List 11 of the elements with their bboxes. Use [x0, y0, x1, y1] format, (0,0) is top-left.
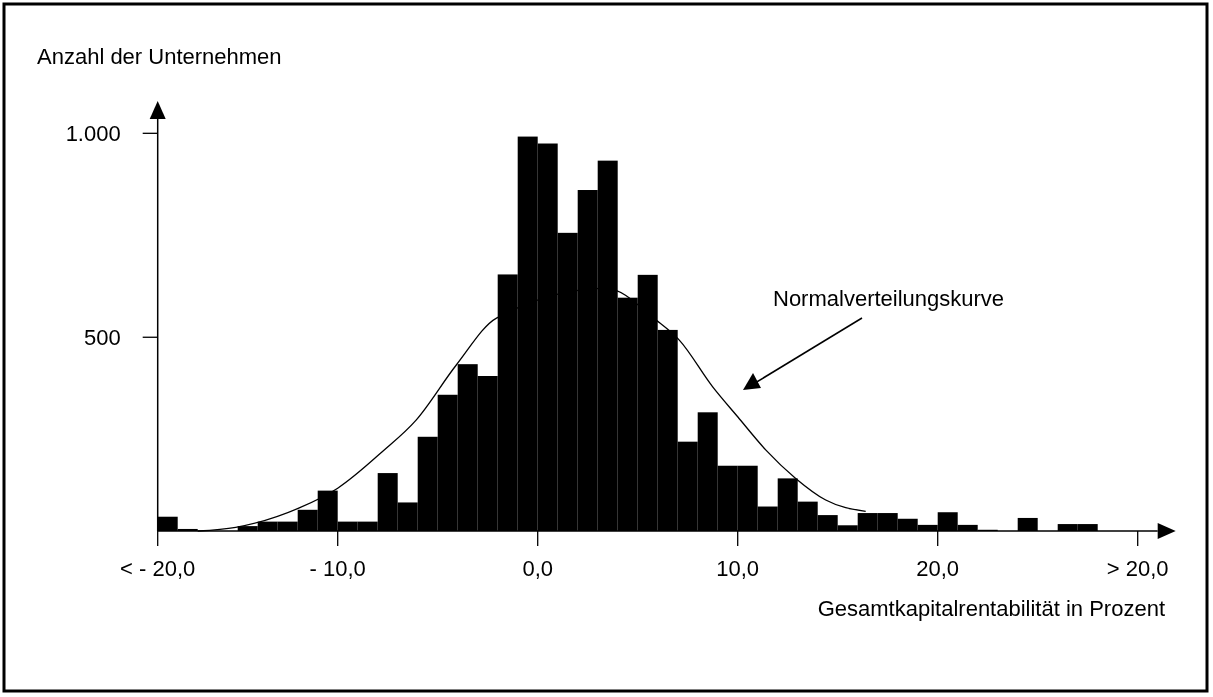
- x-tick-label: > 20,0: [1106, 556, 1169, 581]
- x-tick-label: 0,0: [522, 556, 553, 581]
- x-tick-label: - 10,0: [309, 556, 366, 581]
- x-tick-label: < - 20,0: [120, 556, 196, 581]
- y-tick-label: 1.000: [65, 121, 121, 147]
- x-tick-label: 20,0: [916, 556, 960, 581]
- y-tick-label: 500: [83, 325, 121, 351]
- x-tick-label: 10,0: [716, 556, 760, 581]
- x-axis-title: Gesamtkapitalrentabilität in Prozent: [817, 596, 1165, 621]
- annotation: Normalverteilungskurve: [773, 286, 1005, 311]
- y-axis-title: Anzahl der Unternehmen: [37, 44, 282, 69]
